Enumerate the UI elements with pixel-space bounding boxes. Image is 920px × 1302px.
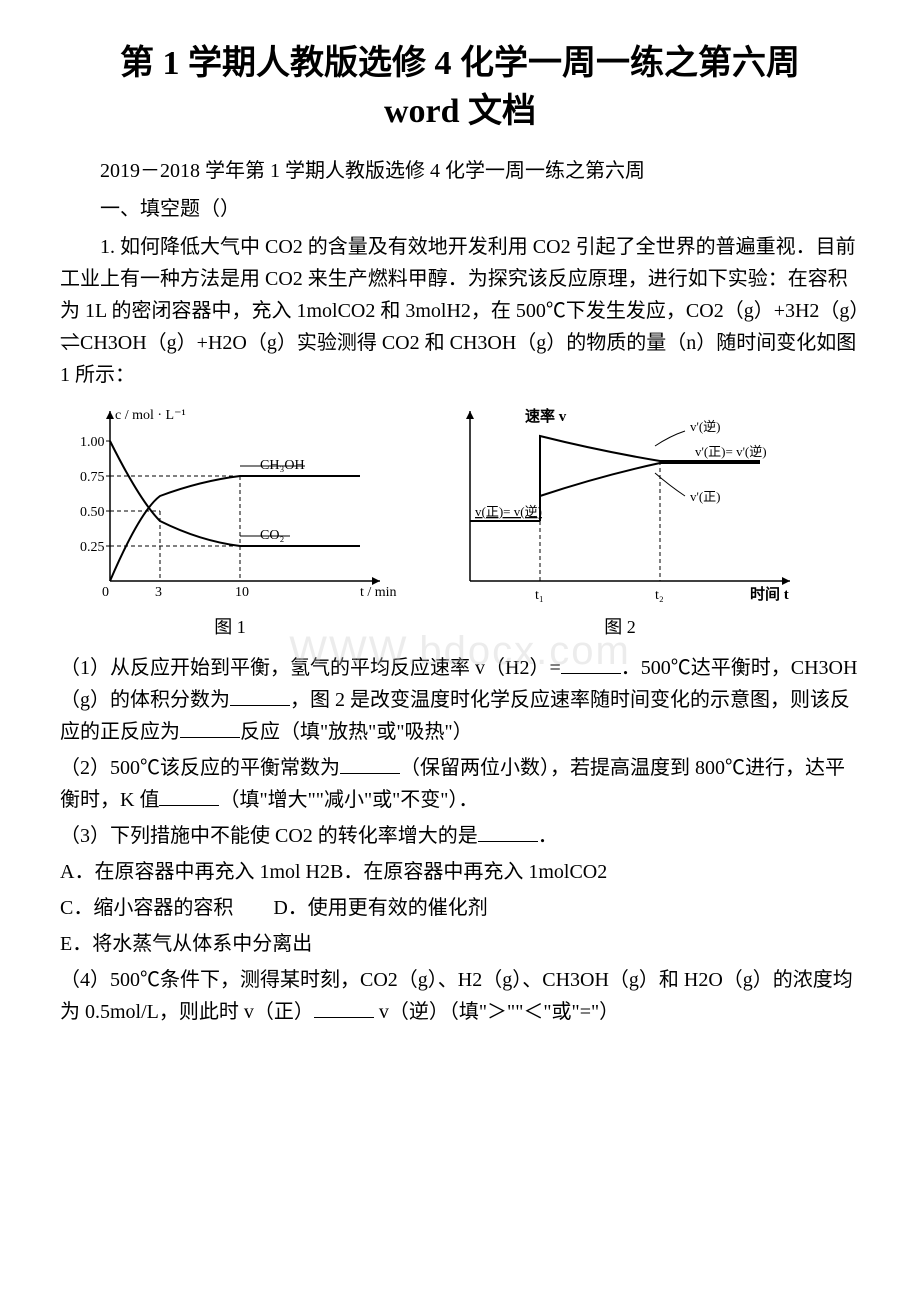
q2-c: （填"增大""减小"或"不变"）． (219, 789, 478, 811)
svg-text:10: 10 (235, 585, 249, 600)
q3-b: ． (538, 825, 558, 847)
doc-title: 第 1 学期人教版选修 4 化学一周一练之第六周 word 文档 (60, 40, 860, 135)
fig2-caption: 图 2 (430, 613, 810, 642)
fig1-ylabel: c / mol · L⁻¹ (115, 408, 186, 423)
title-line2: word 文档 (384, 93, 536, 130)
svg-text:t₂: t₂ (655, 588, 664, 603)
svg-text:0.25: 0.25 (80, 540, 105, 555)
opt-a: A．在原容器中再充入 1mol H2 (60, 861, 330, 883)
opt-e: E．将水蒸气从体系中分离出 (60, 933, 312, 955)
options-cd: C．缩小容器的容积 D．使用更有效的催化剂 (60, 892, 860, 924)
svg-text:v'(正)= v'(逆): v'(正)= v'(逆) (695, 444, 767, 459)
svg-text:v'(正): v'(正) (690, 489, 721, 504)
q3: （3）下列措施中不能使 CO2 的转化率增大的是 ． (60, 820, 860, 852)
question-stem: 1. 如何降低大气中 CO2 的含量及有效地开发利用 CO2 引起了全世界的普遍… (60, 231, 860, 391)
svg-text:0: 0 (102, 585, 109, 600)
blank (314, 997, 374, 1018)
blank (159, 785, 219, 806)
blank (180, 717, 240, 738)
blank (230, 685, 290, 706)
svg-text:速率 v: 速率 v (525, 407, 567, 425)
blank (561, 653, 621, 674)
svg-text:0.50: 0.50 (80, 505, 105, 520)
q1-a: （1）从反应开始到平衡，氢气的平均反应速率 v（H2）= (60, 657, 561, 679)
q1-d: 反应（填"放热"或"吸热"） (240, 721, 473, 743)
q4: （4）500℃条件下，测得某时刻，CO2（g）、H2（g）、CH3OH（g）和 … (60, 964, 860, 1028)
intro-line: 2019－2018 学年第 1 学期人教版选修 4 化学一周一练之第六周 (60, 155, 860, 187)
opt-c: C．缩小容器的容积 (60, 897, 233, 919)
q2: （2）500℃该反应的平衡常数为（保留两位小数），若提高温度到 800℃进行，达… (60, 752, 860, 816)
blank (478, 821, 538, 842)
section-heading: 一、填空题（） (60, 193, 860, 225)
figure-1: c / mol · L⁻¹ t / min 1.00 0.75 0.50 0.2… (60, 401, 400, 642)
fig1-caption: 图 1 (60, 613, 400, 642)
blank (340, 753, 400, 774)
title-line1: 第 1 学期人教版选修 4 化学一周一练之第六周 (120, 45, 800, 82)
opt-b: B．在原容器中再充入 1molCO2 (330, 861, 607, 883)
svg-text:1.00: 1.00 (80, 435, 105, 450)
svg-text:时间 t: 时间 t (750, 585, 789, 603)
figure-row: c / mol · L⁻¹ t / min 1.00 0.75 0.50 0.2… (60, 401, 860, 642)
q3-a: （3）下列措施中不能使 CO2 的转化率增大的是 (60, 825, 478, 847)
figure-2: 速率 v 时间 t v(正)= v(逆) t₁ v'(逆) v'(正) v'(正… (430, 401, 810, 642)
svg-text:t₁: t₁ (535, 588, 544, 603)
svg-text:3: 3 (155, 585, 162, 600)
svg-text:v'(逆): v'(逆) (690, 419, 721, 434)
q1: （1）从反应开始到平衡，氢气的平均反应速率 v（H2）=．500℃达平衡时，CH… (60, 652, 860, 748)
svg-text:0.75: 0.75 (80, 470, 105, 485)
fig1-xlabel: t / min (360, 585, 397, 600)
q2-a: （2）500℃该反应的平衡常数为 (60, 757, 340, 779)
q4-b: v（逆）（填"＞""＜"或"="） (374, 1001, 619, 1023)
svg-text:v(正)= v(逆): v(正)= v(逆) (475, 504, 542, 519)
options-e: E．将水蒸气从体系中分离出 (60, 928, 860, 960)
opt-d: D．使用更有效的催化剂 (273, 897, 487, 919)
options-ab: A．在原容器中再充入 1mol H2B．在原容器中再充入 1molCO2 (60, 856, 860, 888)
